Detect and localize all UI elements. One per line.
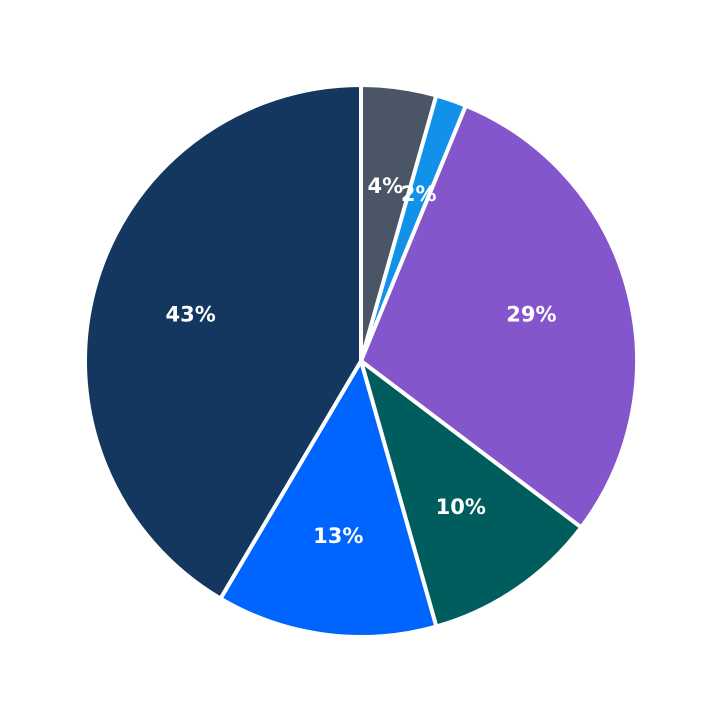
slice-percentage-label: 10%: [436, 495, 486, 519]
slice-percentage-label: 2%: [401, 182, 437, 206]
pie-slice: [83, 83, 363, 601]
slice-percentage-label: 4%: [368, 174, 404, 198]
pie-slice: [359, 103, 639, 530]
pie-labels: 4%2% 29% 10% 13% 43%: [165, 174, 556, 548]
slice-percentage-label: 13%: [313, 524, 363, 548]
slice-percentage-label: 43%: [165, 302, 215, 326]
pie-slice: [218, 359, 439, 639]
slice-percentage-label: 29%: [506, 302, 556, 326]
pie-slices: [83, 83, 639, 639]
pie-slice: [359, 359, 584, 629]
